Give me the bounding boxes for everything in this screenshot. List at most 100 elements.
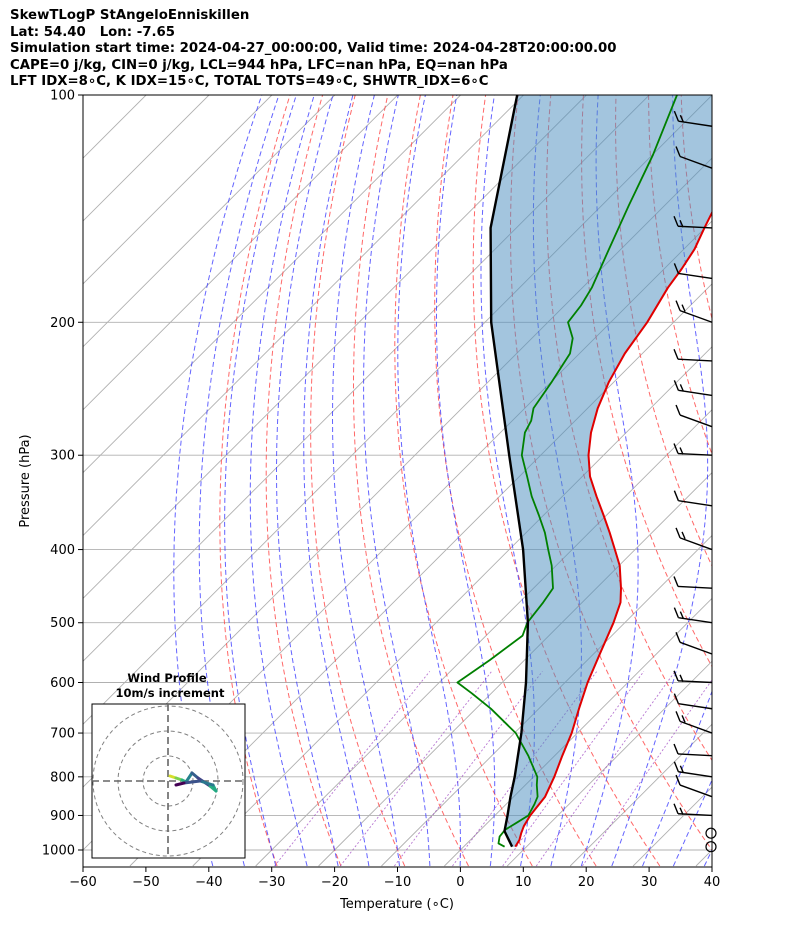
x-tick-label-30: 30: [641, 875, 658, 890]
thermodynamic-indices: LFT IDX=8∘C, K IDX=15∘C, TOTAL TOTS=49∘C…: [10, 74, 489, 89]
temperature-profile: [514, 210, 712, 848]
cape-cin-shading: [490, 95, 712, 847]
x-tick-label--10: −10: [384, 875, 411, 890]
x-tick-label--60: −60: [69, 875, 96, 890]
wind-barb-800: [673, 761, 713, 778]
y-tick-label-400: 400: [50, 543, 75, 558]
y-tick-label-700: 700: [50, 727, 75, 742]
isotherm-20: [569, 723, 712, 867]
dry-adiabat--30: [219, 95, 291, 867]
wind-barb-600: [673, 670, 713, 684]
y-tick-label-100: 100: [50, 89, 75, 104]
wind-barb-650: [673, 693, 713, 710]
dry-adiabat-30: [472, 95, 661, 867]
hodograph-subtitle: 10m/s increment: [116, 686, 225, 700]
hodograph-inset: Wind Profile 10m/s increment: [91, 671, 246, 859]
chart-header: SkewTLogP StAngeloEnniskillen Lat: 54.40…: [10, 8, 790, 91]
wind-barb-225: [673, 348, 713, 362]
wind-barb-950: [705, 827, 717, 839]
y-axis-ticks: 1000 900 800 700 600 500 400 300 200 100: [42, 89, 83, 859]
wind-barb-125: [675, 146, 713, 169]
moist-adiabat--30: [224, 95, 297, 867]
wind-barb-400: [675, 527, 713, 551]
moist-adiabat--20: [276, 95, 339, 867]
mixing-ratio-10: [535, 671, 676, 867]
station-coordinates: Lat: 54.40 Lon: -7.65: [10, 24, 176, 40]
y-axis-label: Pressure (hPa): [18, 434, 33, 527]
wind-barbs: [673, 110, 717, 853]
isotherm--10: [381, 534, 712, 867]
moist-adiabat--15: [303, 95, 370, 867]
moist-adiabat--5: [363, 95, 431, 867]
moist-adiabat--10: [332, 95, 400, 867]
background-grid: [83, 95, 794, 867]
moist-adiabat--25: [249, 95, 315, 867]
mixing-ratio-1: [339, 671, 492, 867]
isotherm-0: [444, 597, 712, 867]
x-tick-label-40: 40: [704, 875, 721, 890]
wind-barb-175: [673, 263, 713, 280]
y-tick-label-900: 900: [50, 809, 75, 824]
x-tick-label--40: −40: [195, 875, 222, 890]
y-tick-label-1000: 1000: [42, 844, 75, 859]
y-tick-label-500: 500: [50, 616, 75, 631]
x-tick-label-0: 0: [456, 875, 464, 890]
stability-indices: CAPE=0 j/kg, CIN=0 j/kg, LCL=944 hPa, LF…: [10, 57, 508, 73]
isotherm--30: [255, 409, 712, 867]
hodograph-title: Wind Profile: [127, 671, 207, 685]
moist-adiabat-5: [436, 95, 496, 867]
y-tick-label-600: 600: [50, 676, 75, 691]
wind-barb-300: [673, 443, 713, 456]
wind-barb-550: [675, 632, 713, 655]
wind-barb-350: [673, 490, 713, 507]
wind-barb-450: [673, 576, 713, 589]
dry-adiabat-120: [779, 95, 794, 866]
y-tick-label-800: 800: [50, 770, 75, 785]
moist-adiabat-0: [397, 95, 461, 867]
wind-barb-900: [673, 803, 713, 817]
moist-adiabat-35: [672, 778, 712, 867]
isotherm--20: [318, 471, 712, 867]
dry-adiabat--10: [310, 95, 406, 867]
moist-adiabat-40: [703, 848, 712, 867]
wind-barb-850: [675, 774, 713, 798]
wind-barb-150: [673, 215, 713, 229]
moist-adiabat--35: [198, 95, 280, 867]
moist-adiabat-25: [611, 95, 709, 867]
mixing-ratio-2: [394, 671, 543, 867]
sounding-profiles: [456, 95, 712, 848]
dry-adiabat-110: [746, 95, 794, 866]
moist-adiabat-10: [480, 95, 535, 867]
y-tick-label-200: 200: [50, 316, 75, 331]
chart-title: SkewTLogP StAngeloEnniskillen: [10, 8, 250, 23]
y-tick-label-300: 300: [50, 449, 75, 464]
x-axis-ticks: −60 −50 −40 −30 −20 −10 0 10 20 30 40: [69, 867, 720, 890]
hodograph-segment-3: [184, 771, 194, 784]
dry-adiabat-100: [714, 95, 794, 866]
wind-barb-990: [705, 841, 717, 853]
moist-adiabat-30: [642, 689, 712, 867]
wind-barb-110: [673, 110, 713, 127]
mixing-ratio-0.4: [274, 671, 431, 867]
parcel-profile: [489, 95, 530, 848]
moist-adiabat-20: [580, 95, 639, 867]
isotherm--140: [83, 95, 336, 348]
hodograph-segment-9: [182, 779, 202, 785]
mixing-ratio-16: [582, 679, 712, 867]
wind-barb-200: [675, 300, 713, 323]
dry-adiabat-10: [394, 95, 533, 867]
wind-barb-700: [675, 711, 713, 734]
x-axis-label: Temperature (∘C): [339, 897, 454, 912]
wind-barb-250: [673, 380, 713, 397]
wind-barb-275: [675, 404, 713, 428]
simulation-times: Simulation start time: 2024-04-27_00:00:…: [10, 41, 617, 56]
x-tick-label--20: −20: [321, 875, 348, 890]
dewpoint-profile: [456, 95, 678, 848]
isotherm--100: [83, 95, 587, 600]
x-tick-label--50: −50: [132, 875, 159, 890]
x-tick-label-10: 10: [515, 875, 532, 890]
wind-barb-500: [673, 607, 713, 624]
dry-adiabat--20: [265, 95, 342, 867]
isotherm--130: [83, 95, 399, 411]
